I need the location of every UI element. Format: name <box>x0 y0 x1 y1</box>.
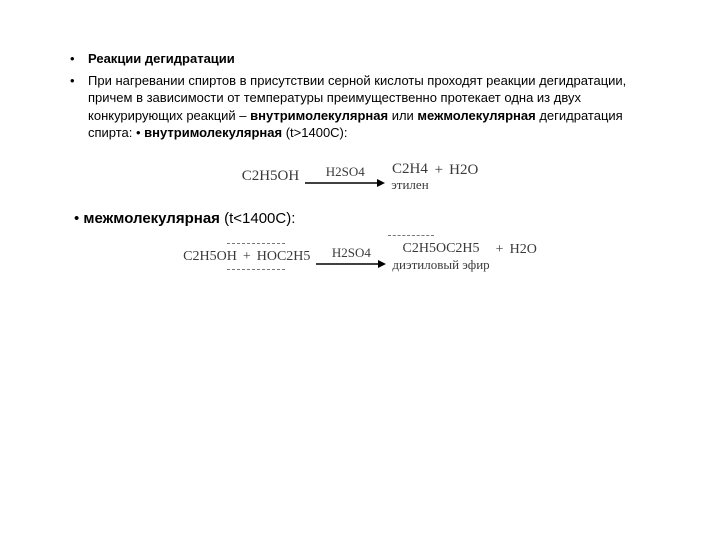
bullet-1-text: Реакции дегидратации <box>88 51 235 66</box>
inter-bullet: • <box>74 210 83 227</box>
eq2-product2: H2O <box>510 242 537 259</box>
inter-tail: (t<1400С): <box>220 210 295 227</box>
intermolecular-line: • межмолекулярная (t<1400С): <box>74 210 680 227</box>
eq2-product-label: диэтиловый эфир <box>392 257 489 273</box>
bullet-item-2: При нагревании спиртов в присутствии сер… <box>70 72 660 142</box>
eq2-reactant1: C2H5OH <box>183 249 237 266</box>
bullet-2-bold3: внутримолекулярная <box>144 125 282 140</box>
eq1-product1-label: этилен <box>391 177 428 193</box>
eq2-reactant-group: C2H5OH + HOC2H5 <box>183 249 310 266</box>
eq2-plus2: + <box>496 242 504 259</box>
eq2-product1-col: C2H5OC2H5 диэтиловый эфир <box>392 241 489 272</box>
eq1-product2: H2O <box>449 161 478 179</box>
bullet-2-post2: (t>1400С): <box>282 125 347 140</box>
eq1-arrow-group: H2SO4 <box>305 164 385 188</box>
bullet-item-1: Реакции дегидратации <box>70 50 660 68</box>
eq1-reactant: C2H5OH <box>242 167 300 185</box>
eq1-plus: + <box>435 161 443 179</box>
eq1-product1: C2H4 <box>392 160 428 178</box>
arrow-icon <box>316 259 386 269</box>
arrow-icon <box>305 178 385 188</box>
bullet-2-mid: или <box>388 108 417 123</box>
bullet-2-bold1: внутримолекулярная <box>250 108 388 123</box>
eq2-plus1: + <box>243 249 251 266</box>
eq1-product1-col: C2H4 этилен <box>391 160 428 193</box>
inter-bold: межмолекулярная <box>83 210 220 227</box>
equation-2-wrap: C2H5OH + HOC2H5 H2SO4 C2H5OC2H5 диэтилов… <box>40 241 680 272</box>
equation-2: C2H5OH + HOC2H5 H2SO4 C2H5OC2H5 диэтилов… <box>183 241 537 272</box>
eq2-product1: C2H5OC2H5 <box>403 241 480 258</box>
bullet-list: Реакции дегидратации При нагревании спир… <box>50 50 680 142</box>
eq2-reactant2: HOC2H5 <box>257 249 311 266</box>
equation-1-wrap: C2H5OH H2SO4 C2H4 этилен + H2O <box>40 160 680 193</box>
equation-1: C2H5OH H2SO4 C2H4 этилен + H2O <box>242 160 479 193</box>
bullet-2-bold2: межмолекулярная <box>417 108 535 123</box>
eq2-arrow-group: H2SO4 <box>316 245 386 269</box>
